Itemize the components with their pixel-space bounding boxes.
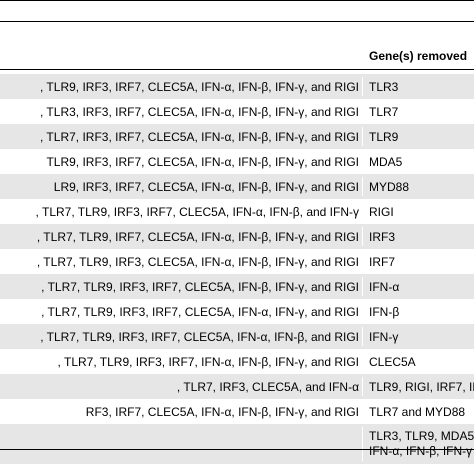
cell-remaining-genes: , TLR9, IRF3, IRF7, CLEC5A, IFN-α, IFN-β…	[39, 79, 359, 94]
column-divider	[362, 427, 363, 461]
column-divider	[362, 127, 363, 146]
cell-remaining-genes: RF3, IRF7, CLEC5A, IFN-α, IFN-β, IFN-γ, …	[85, 404, 359, 419]
table-row: , TLR7, TLR9, IRF7, CLEC5A, IFN-α, IFN-β…	[0, 224, 474, 249]
cell-remaining-genes: TLR9, IRF3, IRF7, CLEC5A, IFN-α, IFN-β, …	[46, 154, 359, 169]
column-divider	[362, 227, 363, 246]
cell-removed-genes: TLR7	[369, 104, 399, 119]
cell-removed-genes: IRF3	[369, 229, 396, 244]
cell-removed-genes: TLR3	[369, 79, 399, 94]
cell-removed-genes: RIGI	[369, 204, 394, 219]
table-caption-rule	[0, 21, 474, 22]
cell-remaining-genes: , TLR7, IRF3, CLEC5A, and IFN-α	[176, 379, 359, 394]
table-row: , TLR7, TLR9, IRF3, IRF7, CLEC5A, IFN-α,…	[0, 199, 474, 224]
cell-removed-genes: TLR3, TLR9, MDA5 IFN-α, IFN-β, IFN-γ	[369, 424, 474, 464]
table-header-row: Gene(s) removed	[0, 44, 474, 69]
table-row: , TLR7, TLR9, IRF3, IRF7, CLEC5A, IFN-β,…	[0, 274, 474, 299]
table-bottom-rule	[0, 449, 474, 450]
column-divider	[362, 402, 363, 421]
column-divider	[362, 152, 363, 171]
table-row: RF3, IRF7, CLEC5A, IFN-α, IFN-β, IFN-γ, …	[0, 399, 474, 424]
cell-remaining-genes: , TLR7, TLR9, IRF3, CLEC5A, IFN-α, IFN-β…	[36, 254, 359, 269]
cell-remaining-genes: , TLR7, IRF3, IRF7, CLEC5A, IFN-α, IFN-β…	[39, 129, 359, 144]
table-row: TLR3, TLR9, MDA5 IFN-α, IFN-β, IFN-γ	[0, 424, 474, 464]
cell-removed-genes: IFN-α	[369, 279, 400, 294]
cell-remaining-genes: , TLR7, TLR9, IRF3, IRF7, CLEC5A, IFN-α,…	[40, 329, 359, 344]
header-rule	[0, 69, 474, 70]
removed-genes-line-1: TLR3, TLR9, MDA5	[369, 429, 474, 443]
cell-removed-genes: TLR9	[369, 129, 399, 144]
column-divider	[362, 202, 363, 221]
header-genes-removed: Gene(s) removed	[369, 49, 468, 63]
column-divider	[362, 77, 363, 96]
table-row: , TLR7, TLR9, IRF3, IRF7, CLEC5A, IFN-α,…	[0, 324, 474, 349]
cell-removed-genes: IRF7	[369, 254, 396, 269]
column-divider	[362, 302, 363, 321]
table-row: , TLR7, TLR9, IRF3, IRF7, CLEC5A, IFN-α,…	[0, 299, 474, 324]
column-divider	[362, 102, 363, 121]
table-row: TLR9, IRF3, IRF7, CLEC5A, IFN-α, IFN-β, …	[0, 149, 474, 174]
column-divider	[362, 352, 363, 371]
table-row: , TLR7, IRF3, CLEC5A, and IFN-α TLR9, RI…	[0, 374, 474, 399]
table-body: , TLR9, IRF3, IRF7, CLEC5A, IFN-α, IFN-β…	[0, 74, 474, 464]
column-divider	[362, 177, 363, 196]
cell-removed-genes: TLR7 and MYD88	[369, 404, 466, 419]
cell-removed-genes: MYD88	[369, 179, 410, 194]
column-divider	[362, 327, 363, 346]
cell-removed-genes: CLEC5A	[369, 354, 416, 369]
column-divider	[362, 277, 363, 296]
cell-remaining-genes: , TLR7, TLR9, IRF7, CLEC5A, IFN-α, IFN-β…	[36, 229, 359, 244]
cell-removed-genes: IFN-γ	[369, 329, 399, 344]
cell-removed-genes: TLR9, RIGI, IRF7, IF	[369, 379, 474, 394]
table-top-rule	[0, 0, 474, 1]
table-row: , TLR3, IRF3, IRF7, CLEC5A, IFN-α, IFN-β…	[0, 99, 474, 124]
table-row: , TLR7, TLR9, IRF3, CLEC5A, IFN-α, IFN-β…	[0, 249, 474, 274]
cell-remaining-genes: , TLR3, IRF3, IRF7, CLEC5A, IFN-α, IFN-β…	[39, 104, 359, 119]
cell-remaining-genes: , TLR7, TLR9, IRF3, IRF7, CLEC5A, IFN-β,…	[41, 279, 359, 294]
column-divider	[362, 377, 363, 396]
cell-removed-genes: MDA5	[369, 154, 403, 169]
cell-remaining-genes: LR9, IRF3, IRF7, CLEC5A, IFN-α, IFN-β, I…	[53, 179, 359, 194]
removed-genes-line-2: IFN-α, IFN-β, IFN-γ	[369, 444, 473, 458]
cell-remaining-genes: , TLR7, TLR9, IRF3, IRF7, CLEC5A, IFN-α,…	[41, 304, 359, 319]
table-row: , TLR9, IRF3, IRF7, CLEC5A, IFN-α, IFN-β…	[0, 74, 474, 99]
column-divider	[362, 252, 363, 271]
table-row: , TLR7, TLR9, IRF3, IRF7, IFN-α, IFN-β, …	[0, 349, 474, 374]
cell-remaining-genes: , TLR7, TLR9, IRF3, IRF7, IFN-α, IFN-β, …	[57, 354, 359, 369]
table-row: LR9, IRF3, IRF7, CLEC5A, IFN-α, IFN-β, I…	[0, 174, 474, 199]
table-row: , TLR7, IRF3, IRF7, CLEC5A, IFN-α, IFN-β…	[0, 124, 474, 149]
cell-remaining-genes: , TLR7, TLR9, IRF3, IRF7, CLEC5A, IFN-α,…	[35, 204, 359, 219]
cell-removed-genes: IFN-β	[369, 304, 400, 319]
